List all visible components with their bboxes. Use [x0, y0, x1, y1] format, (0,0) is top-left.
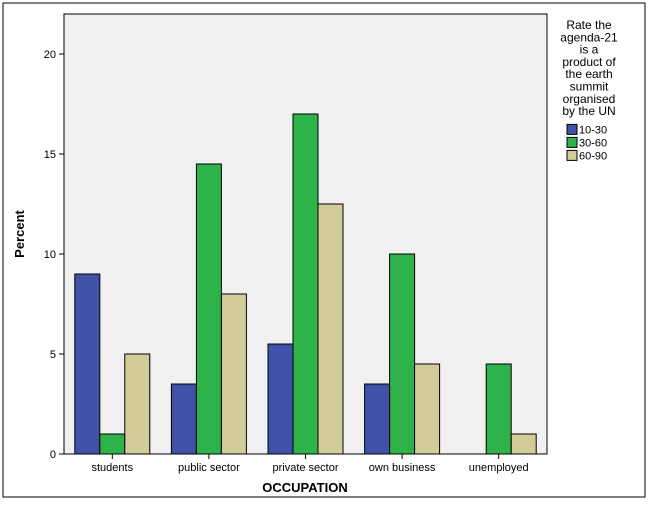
legend-title-line: is a: [580, 43, 599, 57]
bar-30-60-private-sector: [292, 113, 319, 455]
legend-swatch-10-30: [566, 123, 578, 135]
x-tick-label: students: [92, 462, 134, 474]
bar-10-30-public-sector: [170, 383, 197, 455]
bar-60-90-public-sector: [220, 293, 247, 455]
legend-swatch-30-60: [566, 136, 578, 148]
bar-60-90-own-business: [414, 363, 441, 455]
bar-30-60-unemployed: [485, 363, 512, 455]
legend-title-line: by the UN: [562, 104, 615, 118]
legend-swatch-60-90: [566, 149, 578, 161]
x-axis: students public sector private sector own b…: [92, 454, 529, 474]
y-axis-title: Percent: [12, 209, 27, 257]
y-tick-label: 10: [44, 249, 56, 261]
y-axis: 0 5 10 15 20: [44, 49, 64, 461]
legend-label-60-90: 60-90: [579, 150, 607, 162]
x-tick-label: public sector: [178, 462, 240, 474]
bar-10-30-students: [74, 273, 101, 455]
legend-label-30-60: 30-60: [579, 137, 607, 149]
bar-30-60-own-business: [389, 253, 416, 455]
x-tick-label: private sector: [272, 462, 338, 474]
y-tick-label: 5: [50, 349, 56, 361]
legend-title-line: agenda-21: [560, 30, 618, 44]
bar-30-60-students: [99, 433, 126, 455]
bar-30-60-public-sector: [195, 163, 222, 455]
bar-60-90-students: [124, 353, 151, 455]
bar-10-30-private-sector: [267, 343, 294, 455]
x-tick-label: own business: [369, 462, 436, 474]
bar-60-90-unemployed: [510, 433, 537, 455]
bars: [74, 113, 537, 455]
bar-60-90-private-sector: [317, 203, 344, 455]
x-axis-title: OCCUPATION: [262, 480, 347, 495]
legend-title-line: product of: [562, 55, 616, 69]
legend-title-line: the earth: [565, 67, 612, 81]
y-tick-label: 15: [44, 149, 56, 161]
legend-title-line: summit: [570, 80, 609, 94]
x-tick-label: unemployed: [469, 462, 529, 474]
y-tick-label: 20: [44, 49, 56, 61]
y-tick-label: 0: [50, 449, 56, 461]
legend-label-10-30: 10-30: [579, 124, 607, 136]
bar-10-30-own-business: [364, 383, 391, 455]
legend-title-line: organised: [563, 92, 616, 106]
legend-title-line: Rate the: [566, 18, 612, 32]
